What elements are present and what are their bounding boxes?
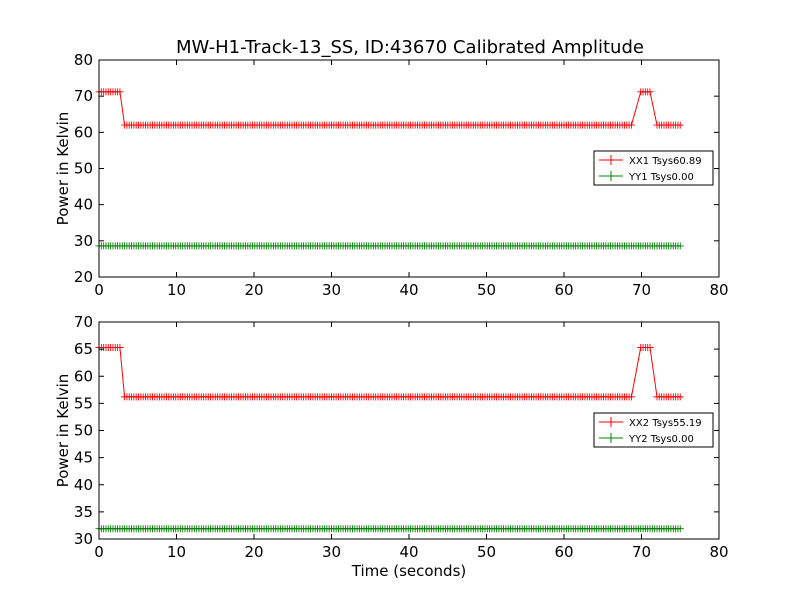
- data-point-marker: [646, 344, 654, 351]
- series-yy2: [95, 525, 684, 533]
- x-tick-label: 40: [399, 281, 418, 299]
- y-tick-label: 40: [74, 196, 93, 214]
- x-tick-label: 10: [167, 281, 186, 299]
- upper-plot: 0 10 20 30 40 50 60 70 80 20 30 40 50 60 70 80 Power in …: [54, 51, 729, 299]
- y-axis-label: Power in Kelvin: [54, 374, 72, 488]
- y-tick-label: 60: [74, 367, 93, 385]
- x-axis-label: Time (seconds): [351, 562, 467, 580]
- data-point-marker: [676, 393, 684, 401]
- legend-item: XX2 Tsys55.19: [599, 417, 702, 429]
- x-tick-label: 70: [632, 281, 651, 299]
- y-tick-label: 50: [74, 160, 93, 178]
- x-tick-label: 0: [94, 543, 104, 561]
- x-tick-label: 50: [477, 543, 496, 561]
- legend-label: YY1 Tsys0.00: [628, 172, 694, 183]
- data-point-marker: [116, 344, 124, 351]
- legend-label: XX2 Tsys55.19: [629, 418, 702, 429]
- legend-marker: [606, 417, 616, 427]
- y-tick-label: 60: [74, 123, 93, 141]
- legend-marker: [606, 155, 616, 165]
- data-point-marker: [676, 525, 684, 533]
- legend: XX2 Tsys55.19 YY2 Tsys0.00: [593, 412, 714, 448]
- x-tick-label: 70: [632, 543, 651, 561]
- series-xx2: [95, 344, 684, 401]
- x-tick-label: 50: [477, 281, 496, 299]
- y-tick-label: 35: [74, 503, 93, 521]
- legend-item: YY1 Tsys0.00: [599, 171, 694, 183]
- data-point-marker: [116, 88, 124, 96]
- y-axis-label: Power in Kelvin: [54, 112, 72, 226]
- x-tick-label: 60: [554, 281, 573, 299]
- x-tick-label: 80: [709, 543, 728, 561]
- x-tick-label: 60: [554, 543, 573, 561]
- x-tick-label: 20: [244, 281, 263, 299]
- data-point-marker: [646, 88, 654, 96]
- y-tick-label: 70: [74, 87, 93, 105]
- legend-box: [593, 412, 714, 448]
- legend-box: [593, 150, 714, 186]
- y-tick-label: 70: [74, 313, 93, 331]
- x-tick-label: 30: [322, 281, 341, 299]
- y-tick-label: 80: [74, 51, 93, 69]
- lower-plot: 0 10 20 30 40 50 60 70 80 30 35 40 45 50 55 60 65 70 Power…: [54, 313, 729, 580]
- x-tick-label: 10: [167, 543, 186, 561]
- data-point-marker: [676, 242, 684, 250]
- y-tick-label: 65: [74, 340, 93, 358]
- y-tick-label: 30: [74, 232, 93, 250]
- legend-item: XX1 Tsys60.89: [599, 155, 702, 167]
- series-yy1: [95, 242, 684, 250]
- legend-item: YY2 Tsys0.00: [599, 433, 694, 445]
- series-xx1: [95, 88, 684, 129]
- x-tick-label: 80: [709, 281, 728, 299]
- figure-title: MW-H1-Track-13_SS, ID:43670 Calibrated A…: [176, 37, 644, 58]
- y-tick-label: 50: [74, 422, 93, 440]
- legend: XX1 Tsys60.89 YY1 Tsys0.00: [593, 150, 714, 186]
- x-tick-label: 30: [322, 543, 341, 561]
- legend-marker: [606, 171, 616, 181]
- x-tick-label: 0: [94, 281, 104, 299]
- data-point-marker: [627, 393, 635, 401]
- x-tick-label: 20: [244, 543, 263, 561]
- legend-label: XX1 Tsys60.89: [629, 156, 702, 167]
- data-point-marker: [676, 121, 684, 129]
- legend-label: YY2 Tsys0.00: [628, 434, 694, 445]
- y-tick-label: 45: [74, 449, 93, 467]
- legend-marker: [606, 433, 616, 443]
- y-tick-label: 30: [74, 530, 93, 548]
- data-point-marker: [627, 121, 635, 129]
- y-tick-label: 55: [74, 394, 93, 412]
- y-tick-label: 20: [74, 268, 93, 286]
- x-tick-label: 40: [399, 543, 418, 561]
- y-tick-label: 40: [74, 476, 93, 494]
